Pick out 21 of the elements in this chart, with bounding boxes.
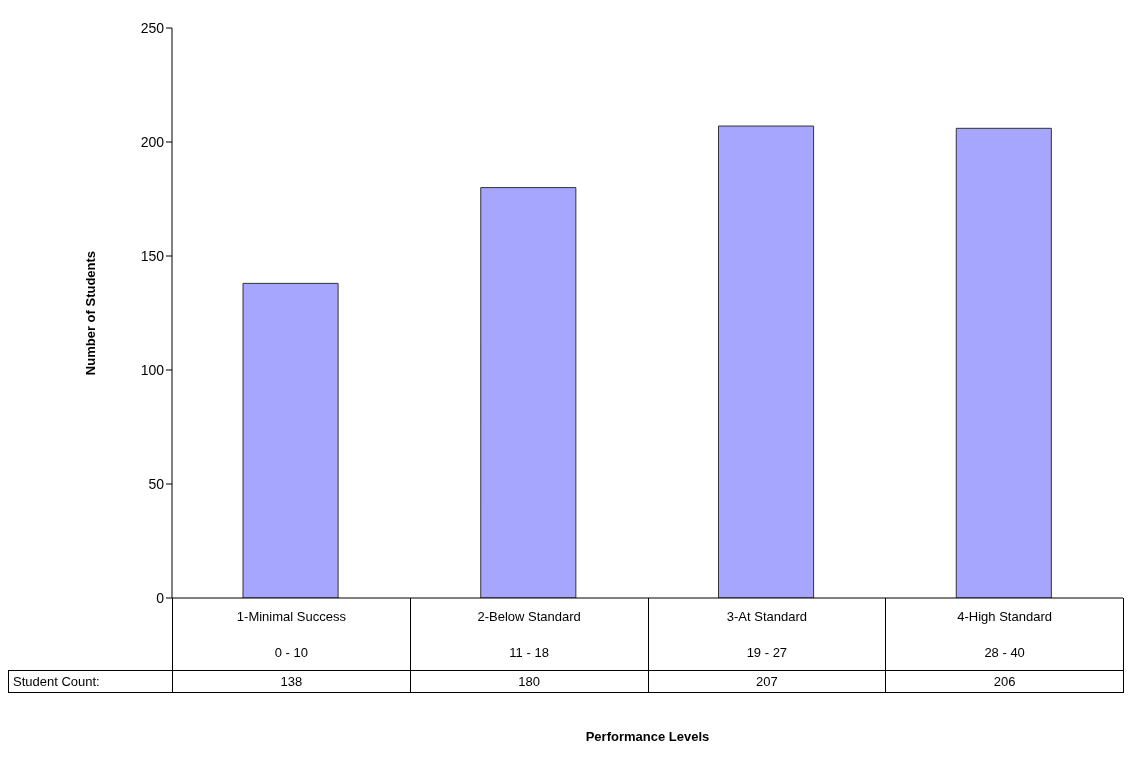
y-tick-label: 200 [140,133,165,150]
data-label: 138 [172,670,411,693]
y-tick-label: 100 [140,361,165,378]
category-label: 4-High Standard 28 - 40 [957,608,1052,660]
data-label: 180 [410,670,648,693]
y-tick-label: 50 [148,475,165,492]
y-axis-title: Number of Students [82,250,98,376]
text: Performance Levels [584,729,711,744]
category-label: 1-Minimal Success 0 - 10 [236,608,346,660]
y-tick-label: 250 [140,19,165,36]
bar [718,125,815,598]
bar [480,187,577,598]
bar [955,127,1052,598]
category-label: 2-Below Standard 11 - 18 [477,608,581,660]
y-tick-label: 0 [156,589,165,606]
text: Student Count: [8,670,173,693]
bar [242,282,339,598]
data-label: 207 [648,670,886,693]
data-label: 206 [885,670,1124,693]
y-tick-label: 150 [140,247,165,264]
category-label: 3-At Standard 19 - 27 [726,608,807,660]
